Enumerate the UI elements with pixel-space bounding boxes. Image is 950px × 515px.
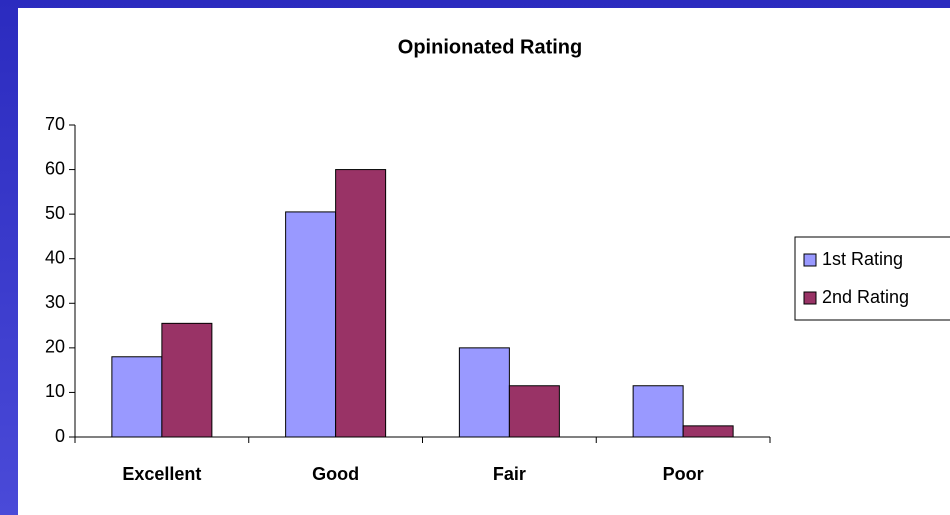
chart: Opinionated Rating 0 10 20 30 40 50 60 70 Excell… (18, 8, 950, 515)
x-tick-label: Excellent (122, 464, 201, 484)
x-tick-label: Fair (493, 464, 526, 484)
bar (458, 347, 510, 438)
x-tick-label: Good (312, 464, 359, 484)
y-tick-label: 30 (45, 292, 65, 312)
bar (161, 322, 213, 438)
y-tick-label: 50 (45, 203, 65, 223)
bar (335, 169, 387, 438)
bar (111, 356, 163, 438)
legend-label: 2nd Rating (822, 287, 909, 307)
chart-title: Opinionated Rating (398, 36, 582, 58)
bar (508, 385, 560, 438)
legend-box (794, 236, 950, 321)
y-tick-label: 60 (45, 158, 65, 178)
legend-label: 1st Rating (822, 249, 903, 269)
y-tick-label: 40 (45, 247, 65, 267)
y-tick-label: 20 (45, 337, 65, 357)
y-tick-label: 0 (55, 426, 65, 446)
bar (285, 211, 337, 438)
legend-swatch (803, 253, 817, 267)
bar (682, 425, 734, 438)
y-tick-label: 70 (45, 114, 65, 134)
bar (632, 385, 684, 438)
x-tick-label: Poor (663, 464, 704, 484)
legend-swatch (803, 291, 817, 305)
y-tick-label: 10 (45, 381, 65, 401)
